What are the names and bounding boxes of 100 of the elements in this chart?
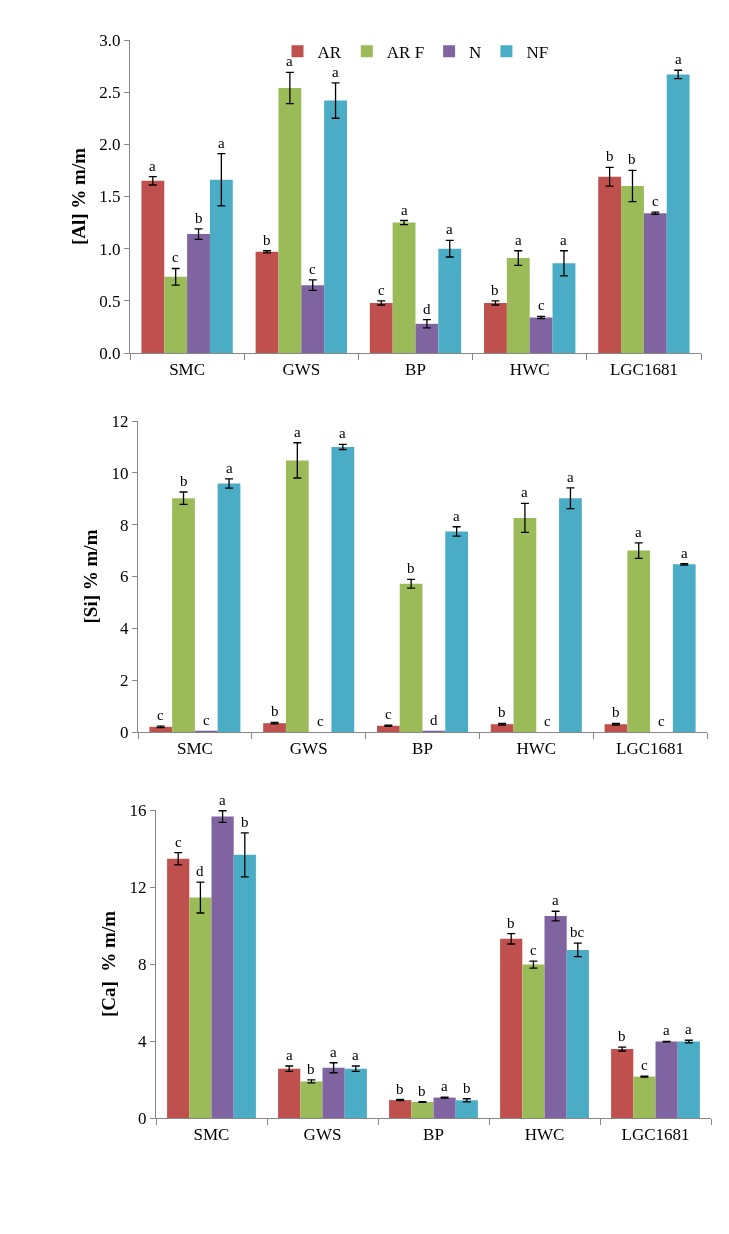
legend-label: N [469, 42, 482, 62]
x-tick-label: GWS [282, 359, 321, 379]
data-label: a [567, 469, 574, 485]
bar [278, 1068, 301, 1118]
y-tick-label: 16 [129, 800, 147, 820]
bar [233, 854, 256, 1118]
data-label: c [203, 712, 210, 728]
bar [369, 302, 393, 353]
bar [484, 302, 507, 353]
x-tick-label: GWS [303, 1124, 342, 1144]
bar [438, 248, 462, 353]
bar [621, 186, 644, 353]
data-label: c [530, 942, 537, 958]
bar [611, 1049, 634, 1118]
bar [263, 723, 286, 732]
bar [672, 564, 696, 732]
bar [415, 323, 439, 353]
bar [411, 1102, 434, 1118]
bar [278, 87, 302, 353]
bar [399, 583, 423, 732]
bar [490, 724, 514, 732]
bar [344, 1068, 367, 1118]
data-label: a [521, 484, 528, 500]
data-label: a [552, 892, 559, 908]
data-label: a [330, 1044, 337, 1060]
bar [209, 179, 233, 353]
data-label: b [418, 1083, 426, 1099]
x-tick-label: LGC1681 [609, 359, 678, 379]
bar [322, 1067, 345, 1118]
y-tick-label: 6 [119, 567, 129, 587]
data-label: c [172, 249, 179, 265]
bar [500, 938, 523, 1118]
y-tick-label: 0.5 [99, 291, 121, 311]
y-tick-label: 2.5 [99, 83, 121, 103]
bar [544, 916, 567, 1118]
y-tick-label: 0 [119, 722, 129, 742]
data-label: a [401, 202, 408, 218]
legend-label: NF [526, 42, 549, 62]
data-label: c [309, 261, 316, 277]
data-label: a [675, 51, 682, 67]
data-label: b [628, 151, 636, 167]
data-label: d [196, 863, 204, 879]
x-tick-label: GWS [289, 738, 328, 758]
bar [677, 1041, 700, 1118]
y-tick-label: 2.0 [99, 135, 121, 155]
y-tick-label: 4 [137, 1031, 147, 1051]
data-label: b [463, 1080, 471, 1096]
bar [301, 285, 325, 353]
x-tick-label: SMC [193, 1124, 230, 1144]
data-label: a [681, 545, 688, 561]
bar [433, 1097, 456, 1118]
y-tick-label: 1.0 [99, 239, 121, 259]
data-label: c [544, 713, 551, 729]
data-label: b [195, 210, 203, 226]
legend-label: AR F [386, 42, 425, 62]
bar [506, 258, 530, 353]
x-tick-label: HWC [509, 359, 550, 379]
data-label: b [507, 915, 515, 931]
data-label: b [307, 1061, 315, 1077]
data-label: b [263, 232, 271, 248]
data-label: a [685, 1021, 692, 1037]
bar [513, 517, 537, 732]
bar [522, 964, 545, 1118]
x-tick-label: HWC [516, 738, 557, 758]
bar [331, 446, 355, 732]
data-label: b [180, 473, 188, 489]
y-axis-title: [Si] % m/m [80, 529, 102, 624]
data-label: b [396, 1081, 404, 1097]
data-label: d [430, 712, 438, 728]
bar [285, 460, 309, 732]
data-label: a [149, 158, 156, 174]
data-label: a [218, 135, 225, 151]
x-tick-label: HWC [524, 1124, 565, 1144]
data-label: b [612, 704, 620, 720]
data-label: a [286, 1047, 293, 1063]
bar [633, 1076, 656, 1118]
bar [445, 531, 469, 732]
data-label: b [498, 704, 506, 720]
bar [324, 100, 347, 353]
bar [627, 550, 651, 732]
bar [217, 483, 241, 732]
legend-label: AR [317, 42, 342, 62]
bar [392, 222, 416, 353]
y-tick-label: 8 [137, 954, 147, 974]
bar [211, 816, 234, 1118]
y-tick-label: 8 [119, 515, 129, 535]
x-tick-label: SMC [176, 738, 213, 758]
x-tick-label: BP [412, 738, 433, 758]
bar [529, 317, 553, 353]
x-tick-label: LGC1681 [616, 738, 685, 758]
data-label: b [491, 282, 499, 298]
y-axis-title: [Al] % m/m [68, 147, 90, 246]
y-tick-label: 12 [129, 877, 147, 897]
data-label: a [441, 1078, 448, 1094]
bar [655, 1041, 678, 1118]
data-label: c [641, 1057, 648, 1073]
data-label: a [560, 232, 567, 248]
data-label: c [157, 707, 164, 723]
bar [552, 263, 576, 353]
y-tick-label: 0.0 [99, 343, 121, 363]
